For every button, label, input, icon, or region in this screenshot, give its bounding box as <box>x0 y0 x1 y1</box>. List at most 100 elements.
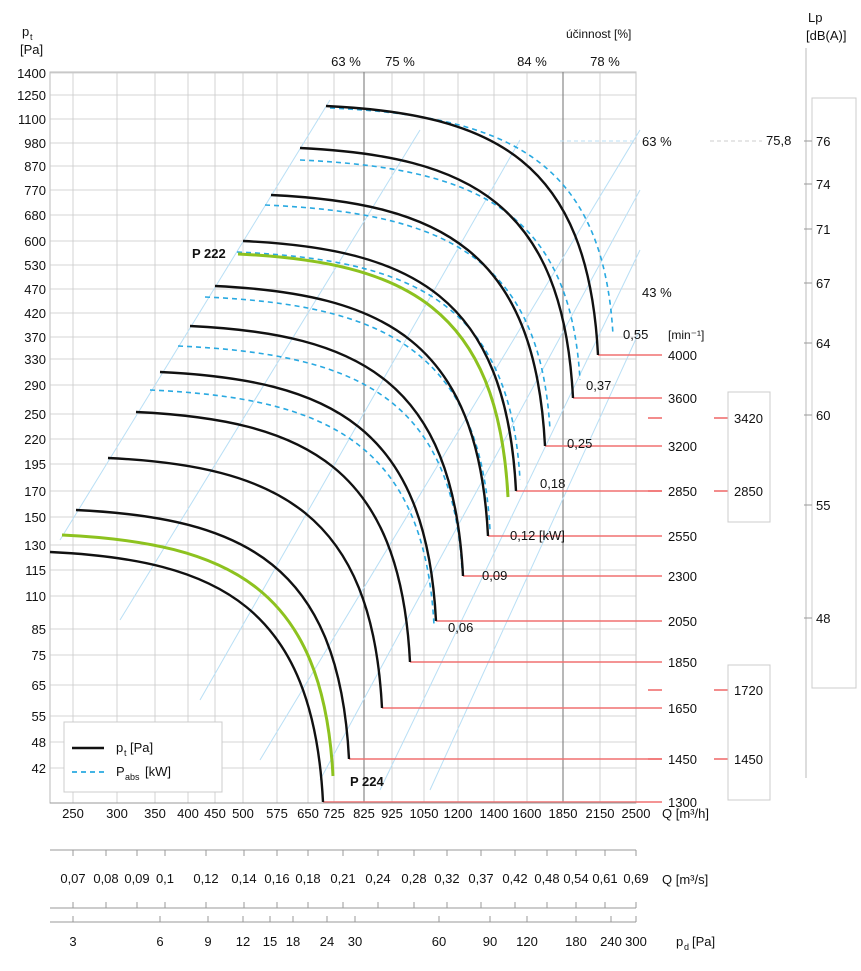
x-tick-flow-h: 825 <box>353 806 375 821</box>
y-tick-label: 85 <box>32 622 46 637</box>
speed-marker-label: 1720 <box>734 683 763 698</box>
power-label: 0,09 <box>482 568 507 583</box>
pressure-curve <box>49 550 325 803</box>
y-tick-label: 420 <box>24 306 46 321</box>
pressure-curve <box>299 146 575 399</box>
y-tick-label: 250 <box>24 407 46 422</box>
x-tick-pd: 240 <box>600 934 622 949</box>
efficiency-top-label: 75 % <box>385 54 415 69</box>
power-curve <box>299 159 581 381</box>
y-axis-unit: [Pa] <box>20 42 43 57</box>
x-tick-pd: 60 <box>432 934 446 949</box>
noise-scale: 76 74 71 67 64 60 55 48 75,8 3420 2850 1720 1450 <box>648 48 857 801</box>
x-tick-pd: 120 <box>516 934 538 949</box>
x-tick-flow-s: 0,24 <box>365 871 390 886</box>
y-tick-label: 370 <box>24 330 46 345</box>
x-tick-pd: 3 <box>69 934 76 949</box>
x-axis-pd-unit: [Pa] <box>692 934 715 949</box>
speed-label: 2300 <box>668 569 697 584</box>
efficiency-line <box>59 99 331 541</box>
x-tick-flow-s: 0,16 <box>264 871 289 886</box>
pressure-curve <box>325 104 600 356</box>
speed-marker-label: 2850 <box>734 484 763 499</box>
x-axis-flow-s-label: Q [m³/s] <box>662 872 708 887</box>
noise-tick-label: 67 <box>816 276 830 291</box>
legend-pt-label: p <box>116 740 123 755</box>
model-curve-1 <box>237 252 510 498</box>
power-curve <box>264 204 551 431</box>
efficiency-top-label: 78 % <box>590 54 620 69</box>
speed-label: 1300 <box>668 795 697 810</box>
y-tick-label: 75 <box>32 648 46 663</box>
x-tick-flow-h: 2150 <box>586 806 615 821</box>
x-tick-pd: 300 <box>625 934 647 949</box>
pressure-curve <box>107 456 384 709</box>
power-curve <box>177 345 463 571</box>
pressure-curve <box>214 284 490 537</box>
x-tick-flow-h: 1850 <box>549 806 578 821</box>
speed-lines <box>323 354 662 803</box>
model-label-p222: P 222 <box>192 246 226 261</box>
pressure-curve <box>189 324 465 577</box>
x-tick-flow-s: 0,18 <box>295 871 320 886</box>
x-tick-flow-s: 0,48 <box>534 871 559 886</box>
pressure-curve <box>135 410 412 663</box>
legend-pt-sub: t <box>124 748 127 758</box>
y-tick-label: 55 <box>32 709 46 724</box>
x-tick-flow-h: 575 <box>266 806 288 821</box>
power-curve <box>236 251 521 481</box>
x-tick-pd: 15 <box>263 934 277 949</box>
y-tick-label: 870 <box>24 159 46 174</box>
x-tick-flow-s: 0,28 <box>401 871 426 886</box>
noise-tick-label: 74 <box>816 177 830 192</box>
y-tick-label: 980 <box>24 136 46 151</box>
legend-box <box>63 721 223 793</box>
x-axis-pd-label: p <box>676 934 683 949</box>
noise-box <box>811 97 857 689</box>
y-tick-label: 1100 <box>18 112 46 127</box>
axes: 1400 1250 1100 980 870 770 680 600 530 470 420 370 3… <box>17 66 650 949</box>
x-tick-pd: 24 <box>320 934 334 949</box>
power-label: 0,37 <box>586 378 611 393</box>
efficiency-line <box>429 329 641 791</box>
x-tick-flow-s: 0,37 <box>468 871 493 886</box>
noise-tick-label: 55 <box>816 498 830 513</box>
x-tick-flow-h: 1050 <box>410 806 439 821</box>
x-tick-flow-s: 0,54 <box>563 871 588 886</box>
x-tick-flow-h: 350 <box>144 806 166 821</box>
pressure-curve <box>75 508 351 760</box>
grid <box>49 71 637 804</box>
efficiency-top-label: 84 % <box>517 54 547 69</box>
x-tick-flow-s: 0,32 <box>434 871 459 886</box>
speed-marker-label: 3420 <box>734 411 763 426</box>
power-label: 0,18 <box>540 476 565 491</box>
efficiency-header: účinnost [%] <box>566 27 631 41</box>
efficiency-line <box>319 189 641 781</box>
speed-label: 3600 <box>668 391 697 406</box>
efficiency-side-label: 43 % <box>642 285 672 300</box>
x-axis-pd-sub: d <box>684 942 689 952</box>
power-curve <box>149 389 435 626</box>
x-tick-pd: 9 <box>204 934 211 949</box>
x-tick-pd: 90 <box>483 934 497 949</box>
efficiency-side-label: 63 % <box>642 134 672 149</box>
y-tick-label: 170 <box>24 484 46 499</box>
speed-marker-box <box>727 391 771 523</box>
y-tick-label: 42 <box>32 761 46 776</box>
y-tick-label: 770 <box>24 183 46 198</box>
y-tick-label: 330 <box>24 352 46 367</box>
noise-tick-label: 71 <box>816 222 830 237</box>
x-tick-flow-h: 1400 <box>480 806 509 821</box>
pressure-curve <box>270 193 547 447</box>
noise-unit: [dB(A)] <box>806 28 846 43</box>
x-tick-flow-h: 450 <box>204 806 226 821</box>
y-tick-label: 195 <box>24 457 46 472</box>
x-tick-flow-h: 400 <box>177 806 199 821</box>
x-tick-flow-h: 250 <box>62 806 84 821</box>
x-tick-flow-h: 1200 <box>444 806 473 821</box>
x-tick-flow-h: 725 <box>323 806 345 821</box>
y-tick-label: 530 <box>24 258 46 273</box>
model-label-p224: P 224 <box>350 774 385 789</box>
x-axis-flow-h-label: Q [m³/h] <box>662 806 709 821</box>
x-tick-flow-s: 0,07 <box>60 871 85 886</box>
